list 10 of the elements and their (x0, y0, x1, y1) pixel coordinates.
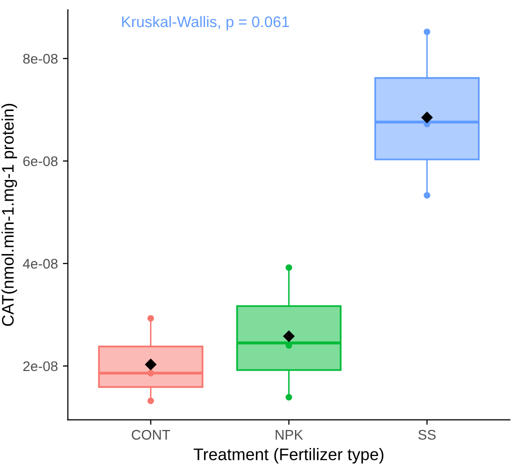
annotation: Kruskal-Wallis, p = 0.061 (122, 16, 289, 30)
x-tick-label: NPK (276, 430, 303, 440)
y-axis-title: CAT(nmol.min-1.mg-1 protein) (2, 104, 18, 326)
y-tick-label: 6e-08 (23, 156, 58, 166)
x-axis-title: Treatment (Fertilizer type) (194, 448, 384, 464)
y-tick-label: 2e-08 (23, 361, 58, 372)
x-tick-label: SS (418, 430, 436, 440)
x-tick-label: CONT (132, 430, 170, 440)
y-tick-label: 4e-08 (22, 258, 58, 269)
y-tick-label: 8e-08 (23, 54, 58, 64)
